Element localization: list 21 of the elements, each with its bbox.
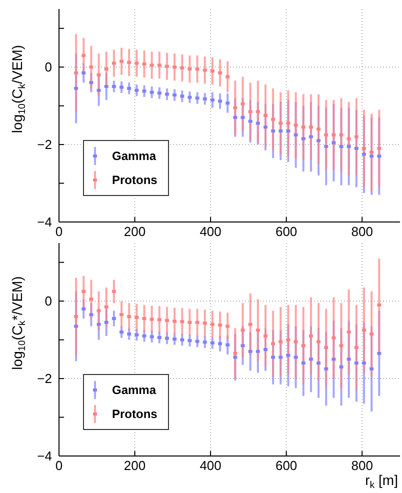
x-tick-label: 800 xyxy=(351,224,373,240)
y-tick-label: 0 xyxy=(44,294,52,309)
legend-label: Protons xyxy=(112,407,158,422)
y-tick-label: −4 xyxy=(37,448,52,464)
y-tick-label: 0 xyxy=(44,60,52,75)
x-tick-label: 400 xyxy=(200,458,222,474)
x-tick-label: 800 xyxy=(351,458,373,474)
x-tick-label: 600 xyxy=(275,458,298,474)
x-tick-label: 600 xyxy=(275,224,298,240)
legend-label: Protons xyxy=(112,173,158,188)
x-tick-label: 400 xyxy=(200,224,222,240)
x-tick-label: 0 xyxy=(55,224,63,240)
y-tick-label: −2 xyxy=(37,371,52,386)
legend-label: Gamma xyxy=(112,383,156,398)
x-tick-label: 0 xyxy=(55,458,63,474)
x-axis-title: r$_{k}$ [m] xyxy=(365,472,398,490)
y-tick-label: −4 xyxy=(37,214,52,230)
legend-label: Gamma xyxy=(112,149,156,164)
x-tick-label: 200 xyxy=(124,458,146,474)
x-tick-label: 200 xyxy=(124,224,146,240)
y-tick-label: −2 xyxy=(37,137,52,152)
